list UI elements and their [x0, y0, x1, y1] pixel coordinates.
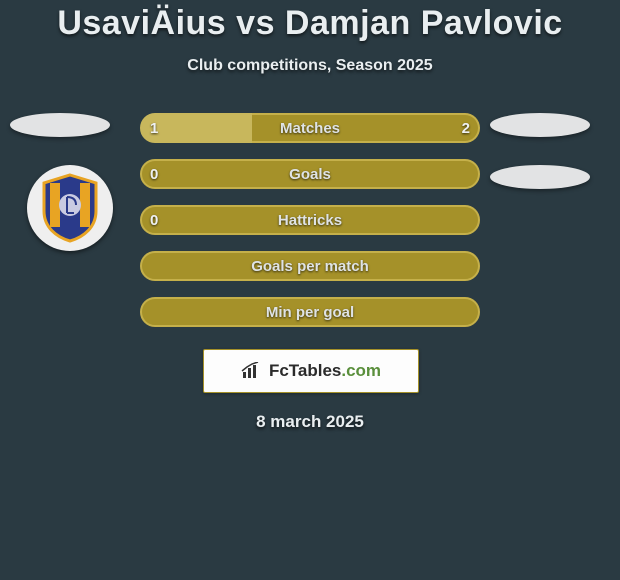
avatar-placeholder-right-1 — [490, 113, 590, 137]
logo-name: FcTables — [269, 361, 341, 380]
logo-tld: .com — [341, 361, 381, 380]
stat-right-value: 2 — [462, 113, 470, 143]
stat-left-value: 0 — [150, 159, 158, 189]
stat-row-hattricks: 0 Hattricks — [140, 205, 480, 235]
avatar-placeholder-left — [10, 113, 110, 137]
comparison-date: 8 march 2025 — [0, 412, 620, 432]
stat-left-value: 0 — [150, 205, 158, 235]
page-title: UsaviÄius vs Damjan Pavlovic — [0, 0, 620, 43]
stat-row-mpg: Min per goal — [140, 297, 480, 327]
avatar-placeholder-right-2 — [490, 165, 590, 189]
stat-left-value: 1 — [150, 113, 158, 143]
stat-row-matches: 1 Matches 2 — [140, 113, 480, 143]
fctables-logo: FcTables.com — [203, 349, 419, 393]
stat-rows: 1 Matches 2 0 Goals 0 Hattricks Goals pe… — [140, 113, 480, 343]
bar-chart-icon — [241, 362, 263, 380]
stat-row-gpm: Goals per match — [140, 251, 480, 281]
subtitle: Club competitions, Season 2025 — [0, 57, 620, 75]
logo-text: FcTables.com — [269, 361, 381, 381]
shield-icon — [38, 173, 102, 243]
matches-bar-right — [252, 113, 480, 143]
club-crest — [27, 165, 113, 251]
stat-row-goals: 0 Goals — [140, 159, 480, 189]
